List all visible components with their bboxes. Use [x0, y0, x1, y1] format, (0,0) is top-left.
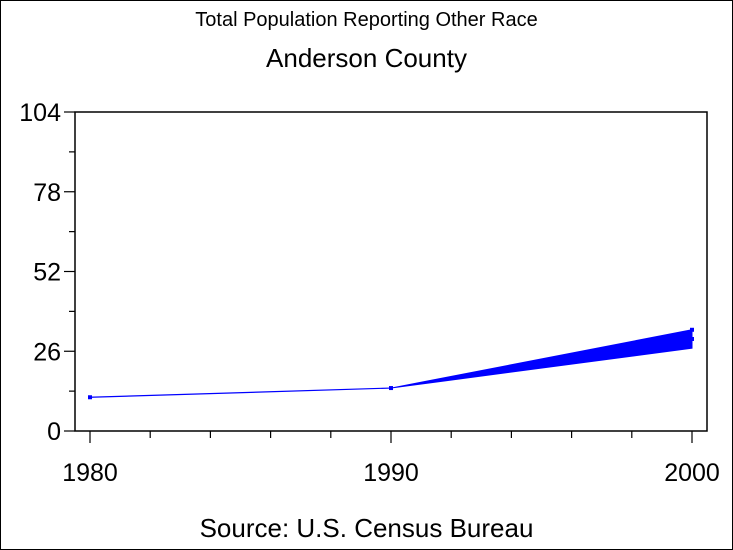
- x-tick-label: 1990: [363, 459, 419, 487]
- x-tick-label: 1980: [62, 459, 118, 487]
- chart-title: Anderson County: [266, 43, 467, 73]
- data-point: [690, 336, 694, 341]
- plot-area: [74, 111, 708, 432]
- data-point: [389, 386, 393, 391]
- y-tick-label: 52: [33, 259, 61, 287]
- y-axis: 0 26 52 78 104: [19, 99, 75, 446]
- data-point: [88, 395, 92, 400]
- source-note: Source: U.S. Census Bureau: [199, 513, 534, 543]
- y-tick-label: 26: [33, 338, 61, 366]
- data-point: [690, 327, 694, 332]
- x-tick-label: 2000: [664, 459, 720, 487]
- x-axis: 1980 1990 2000: [62, 431, 720, 487]
- series-band-segment: [390, 329, 693, 389]
- series-group: [88, 327, 694, 400]
- y-tick-label: 0: [47, 418, 61, 446]
- y-tick-label: 104: [19, 99, 61, 127]
- series-line-segment: [89, 387, 392, 398]
- chart-subtitle: Total Population Reporting Other Race: [195, 9, 538, 31]
- y-tick-label: 78: [33, 179, 61, 207]
